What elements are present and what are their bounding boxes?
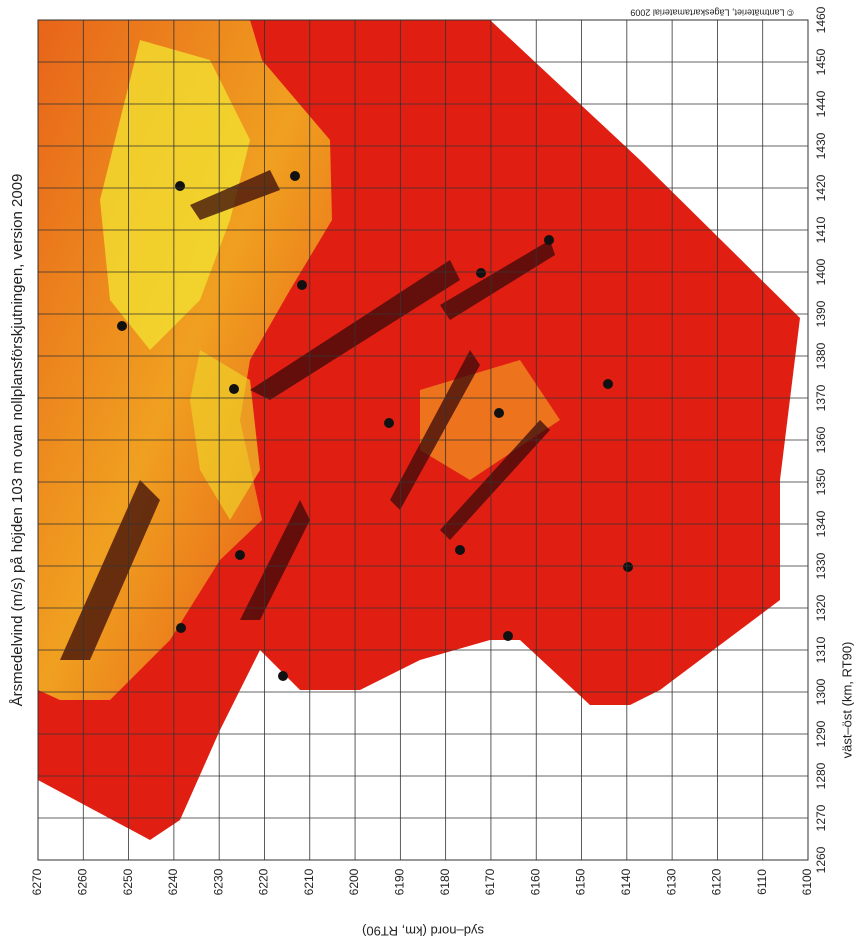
north-tick-label: 6200	[347, 868, 361, 895]
east-tick-label: 1330	[814, 552, 828, 579]
north-tick-label: 6170	[483, 868, 497, 895]
page: Årsmedelvind (m/s) på höjden 103 m ovan …	[0, 0, 861, 951]
east-tick-label: 1360	[814, 426, 828, 453]
north-tick-label: 6230	[211, 868, 225, 895]
north-tick-label: 6180	[438, 868, 452, 895]
east-tick-label: 1370	[814, 384, 828, 411]
east-tick-label: 1310	[814, 636, 828, 663]
north-tick-label: 6190	[393, 868, 407, 895]
north-tick-label: 6130	[664, 868, 678, 895]
east-tick-label: 1460	[814, 6, 828, 33]
east-tick-label: 1260	[814, 846, 828, 873]
east-tick-label: 1320	[814, 594, 828, 621]
east-tick-label: 1280	[814, 762, 828, 789]
east-tick-label: 1410	[814, 216, 828, 243]
north-tick-label: 6150	[574, 868, 588, 895]
east-tick-label: 1340	[814, 510, 828, 537]
east-tick-label: 1430	[814, 132, 828, 159]
east-tick-label: 1390	[814, 300, 828, 327]
north-tick-label: 6140	[619, 868, 633, 895]
north-tick-label: 6210	[302, 868, 316, 895]
north-tick-label: 6240	[166, 868, 180, 895]
north-tick-label: 6120	[710, 868, 724, 895]
north-tick-label: 6250	[121, 868, 135, 895]
east-tick-label: 1420	[814, 174, 828, 201]
east-tick-label: 1380	[814, 342, 828, 369]
east-axis-label: väst–öst (km, RT90)	[839, 642, 854, 759]
map-title: Årsmedelvind (m/s) på höjden 103 m ovan …	[9, 174, 26, 707]
map-figure: Årsmedelvind (m/s) på höjden 103 m ovan …	[0, 0, 861, 951]
east-tick-label: 1350	[814, 468, 828, 495]
north-tick-label: 6160	[528, 868, 542, 895]
east-tick-label: 1270	[814, 804, 828, 831]
north-tick-label: 6270	[30, 868, 44, 895]
north-tick-label: 6110	[755, 869, 769, 895]
north-axis-label: syd–nord (km, RT90)	[362, 924, 484, 939]
east-tick-label: 1290	[814, 720, 828, 747]
north-tick-label: 6260	[75, 868, 89, 895]
east-tick-label: 1400	[814, 258, 828, 285]
east-tick-label: 1450	[814, 48, 828, 75]
credit: © Lantmäteriet, Lägeskartamaterial 2009	[630, 8, 793, 18]
east-tick-label: 1300	[814, 678, 828, 705]
north-tick-label: 6100	[800, 868, 814, 895]
north-tick-label: 6220	[257, 868, 271, 895]
east-tick-label: 1440	[814, 90, 828, 117]
